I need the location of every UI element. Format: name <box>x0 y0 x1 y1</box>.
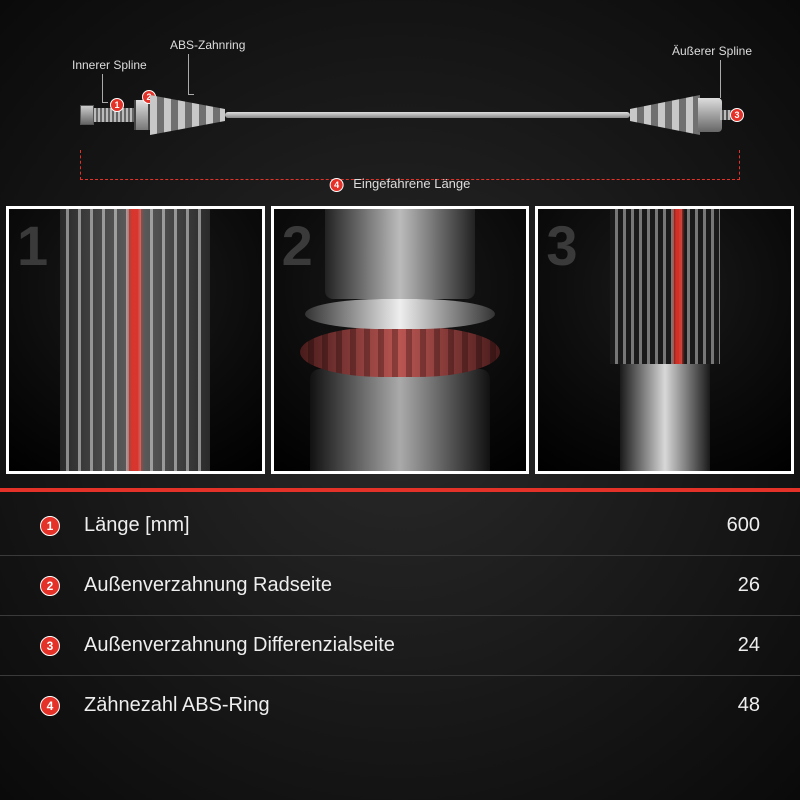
callout-abs-ring: ABS-Zahnring <box>170 38 245 52</box>
spec-value: 24 <box>738 634 760 657</box>
spec-marker-icon: 4 <box>40 696 60 716</box>
detail-panel-3: 3 <box>535 206 794 474</box>
axle-diagram: Innerer Spline ABS-Zahnring Äußerer Spli… <box>0 0 800 200</box>
spec-marker-icon: 1 <box>40 516 60 536</box>
detail-number: 1 <box>17 213 48 278</box>
spec-label: Länge [mm] <box>84 514 727 537</box>
detail-number: 2 <box>282 213 313 278</box>
callout-label: ABS-Zahnring <box>170 38 245 52</box>
callout-inner-spline: Innerer Spline <box>72 58 147 72</box>
accent-rule <box>0 488 800 492</box>
detail-number: 3 <box>546 213 577 278</box>
marker-4-icon: 4 <box>330 178 344 192</box>
spec-row: 4 Zähnezahl ABS-Ring 48 <box>0 676 800 735</box>
spec-row: 3 Außenverzahnung Differenzialseite 24 <box>0 616 800 676</box>
spec-table: 1 Länge [mm] 600 2 Außenverzahnung Radse… <box>0 488 800 735</box>
spec-marker-icon: 3 <box>40 636 60 656</box>
callout-outer-spline: Äußerer Spline <box>672 44 752 58</box>
spec-label: Außenverzahnung Differenzialseite <box>84 634 738 657</box>
length-text: Eingefahrene Länge <box>353 176 470 191</box>
spec-value: 48 <box>738 694 760 717</box>
callout-label: Innerer Spline <box>72 58 147 72</box>
length-label: 4 Eingefahrene Länge <box>330 176 471 192</box>
spec-value: 600 <box>727 514 760 537</box>
marker-3-icon: 3 <box>730 108 744 122</box>
spec-row: 2 Außenverzahnung Radseite 26 <box>0 556 800 616</box>
detail-row: 1 2 3 <box>0 200 800 480</box>
marker-1-icon: 1 <box>110 98 124 112</box>
callout-label: Äußerer Spline <box>672 44 752 58</box>
axle-illustration: 1 2 3 <box>80 90 740 140</box>
spec-label: Außenverzahnung Radseite <box>84 574 738 597</box>
spec-value: 26 <box>738 574 760 597</box>
detail-panel-1: 1 <box>6 206 265 474</box>
spec-marker-icon: 2 <box>40 576 60 596</box>
spec-label: Zähnezahl ABS-Ring <box>84 694 738 717</box>
detail-panel-2: 2 <box>271 206 530 474</box>
spec-row: 1 Länge [mm] 600 <box>0 496 800 556</box>
